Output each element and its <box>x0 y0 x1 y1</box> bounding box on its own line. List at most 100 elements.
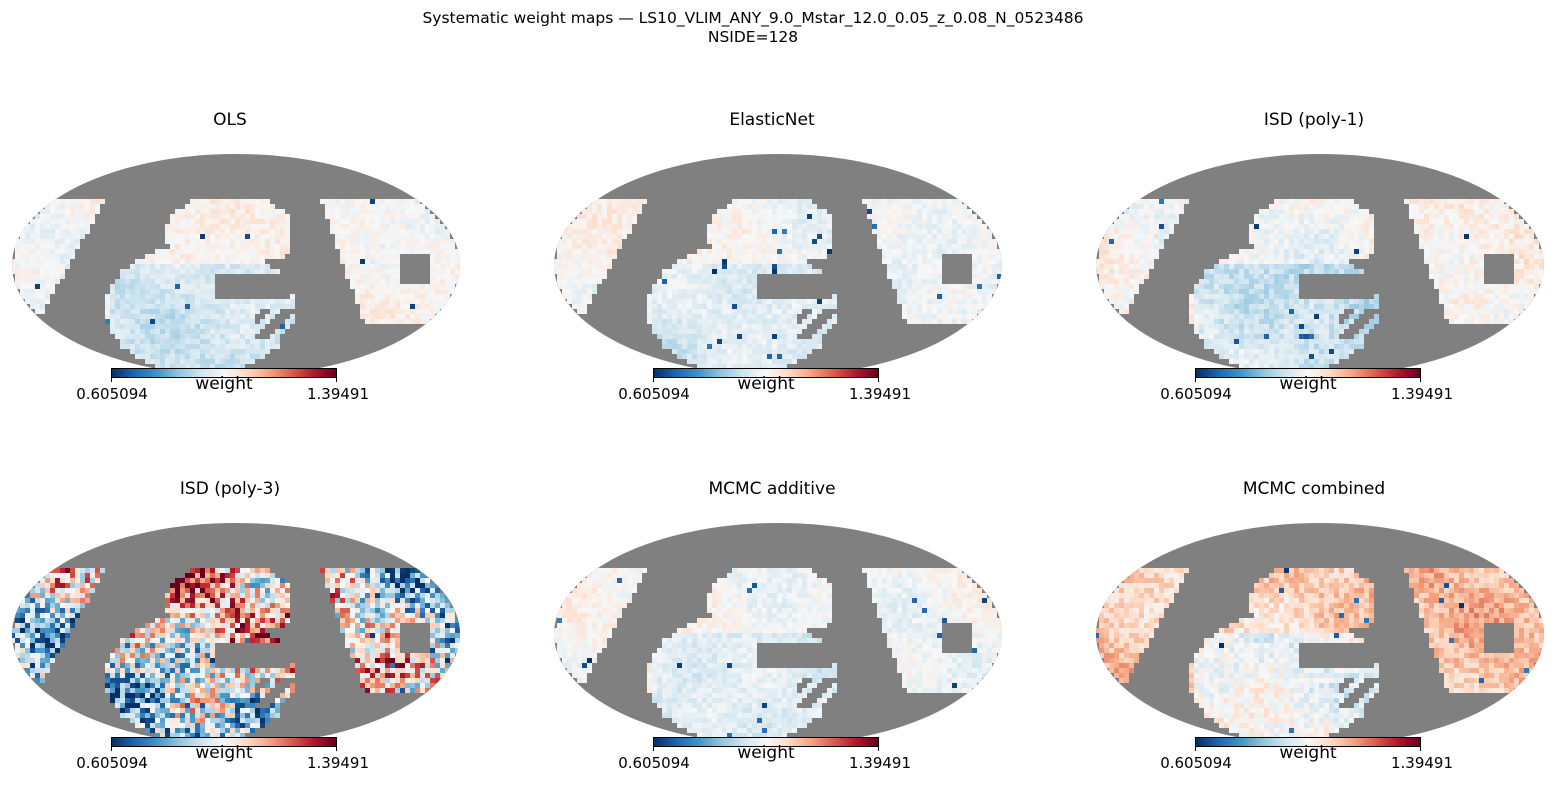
weight-pixel <box>782 339 787 344</box>
weight-pixel <box>1299 224 1304 229</box>
weight-pixel <box>430 304 435 309</box>
weight-pixel <box>1304 214 1309 219</box>
weight-pixel <box>1254 319 1259 324</box>
weight-pixel <box>797 324 802 329</box>
weight-pixel <box>1279 214 1284 219</box>
weight-pixel <box>947 314 952 319</box>
weight-pixel <box>175 294 180 299</box>
weight-pixel <box>737 299 742 304</box>
weight-pixel <box>942 234 947 239</box>
weight-pixel <box>1279 354 1284 359</box>
weight-pixel <box>215 319 220 324</box>
weight-pixel <box>1469 314 1474 319</box>
weight-pixel <box>777 259 782 264</box>
weight-pixel <box>1499 244 1504 249</box>
weight-pixel <box>1099 259 1104 264</box>
weight-pixel <box>802 234 807 239</box>
weight-pixel <box>145 309 150 314</box>
weight-pixel <box>60 568 65 573</box>
weight-pixel <box>250 234 255 239</box>
weight-pixel <box>1509 214 1514 219</box>
weight-pixel <box>380 214 385 219</box>
weight-pixel <box>782 224 787 229</box>
weight-pixel <box>370 284 375 289</box>
weight-pixel <box>922 204 927 209</box>
weight-pixel <box>787 244 792 249</box>
weight-pixel <box>722 234 727 239</box>
weight-pixel <box>717 324 722 329</box>
weight-pixel <box>1259 349 1264 354</box>
weight-pixel <box>1494 309 1499 314</box>
weight-pixel <box>95 199 100 204</box>
weight-pixel <box>702 269 707 274</box>
weight-pixel <box>400 319 405 324</box>
weight-pixel <box>235 209 240 214</box>
weight-pixel <box>1119 234 1124 239</box>
weight-pixel <box>250 329 255 334</box>
weight-pixel <box>390 274 395 279</box>
weight-pixel <box>200 339 205 344</box>
weight-pixel <box>1229 264 1234 269</box>
weight-pixel <box>592 284 597 289</box>
weight-pixel <box>597 239 602 244</box>
weight-pixel <box>722 299 727 304</box>
weight-pixel <box>410 234 415 239</box>
weight-pixel <box>757 359 762 364</box>
weight-pixel <box>777 359 782 364</box>
weight-pixel <box>1294 249 1299 254</box>
weight-pixel <box>732 274 737 279</box>
weight-pixel <box>145 289 150 294</box>
weight-pixel <box>582 309 587 314</box>
weight-pixel <box>717 344 722 349</box>
weight-pixel <box>25 239 30 244</box>
weight-pixel <box>355 254 360 259</box>
weight-pixel <box>1279 304 1284 309</box>
weight-pixel <box>1289 314 1294 319</box>
weight-pixel <box>917 299 922 304</box>
weight-pixel <box>712 219 717 224</box>
weight-pixel <box>395 214 400 219</box>
weight-pixel <box>752 299 757 304</box>
weight-pixel <box>1234 359 1239 364</box>
weight-pixel <box>15 239 20 244</box>
weight-pixel <box>667 334 672 339</box>
weight-pixel <box>1464 259 1469 264</box>
weight-pixel <box>707 364 712 369</box>
weight-pixel <box>25 229 30 234</box>
weight-pixel <box>140 354 145 359</box>
weight-pixel <box>937 269 942 274</box>
weight-pixel <box>1339 309 1344 314</box>
weight-pixel <box>787 264 792 269</box>
weight-pixel <box>385 269 390 274</box>
weight-pixel <box>1354 299 1359 304</box>
weight-pixel <box>982 274 987 279</box>
weight-pixel <box>702 259 707 264</box>
weight-pixel <box>1404 199 1409 204</box>
weight-pixel <box>777 314 782 319</box>
weight-pixel <box>1224 314 1229 319</box>
weight-pixel <box>1439 299 1444 304</box>
weight-pixel <box>1274 344 1279 349</box>
weight-pixel <box>577 214 582 219</box>
weight-pixel <box>220 239 225 244</box>
weight-pixel <box>1484 319 1489 324</box>
weight-pixels <box>12 568 460 743</box>
weight-pixel <box>1284 264 1289 269</box>
weight-pixel <box>772 269 777 274</box>
weight-pixel <box>757 314 762 319</box>
weight-pixel <box>1314 299 1319 304</box>
weight-pixel <box>1139 254 1144 259</box>
weight-pixel <box>410 294 415 299</box>
weight-pixel <box>245 304 250 309</box>
weight-pixel <box>1294 294 1299 299</box>
weight-pixel <box>185 244 190 249</box>
weight-pixel <box>345 204 350 209</box>
weight-pixel <box>802 244 807 249</box>
weight-pixel <box>572 284 577 289</box>
weight-pixel <box>1524 284 1529 289</box>
weight-pixel <box>577 289 582 294</box>
weight-pixel <box>1124 219 1129 224</box>
weight-pixel <box>732 364 737 369</box>
weight-pixel <box>1154 254 1159 259</box>
weight-pixel <box>445 239 450 244</box>
